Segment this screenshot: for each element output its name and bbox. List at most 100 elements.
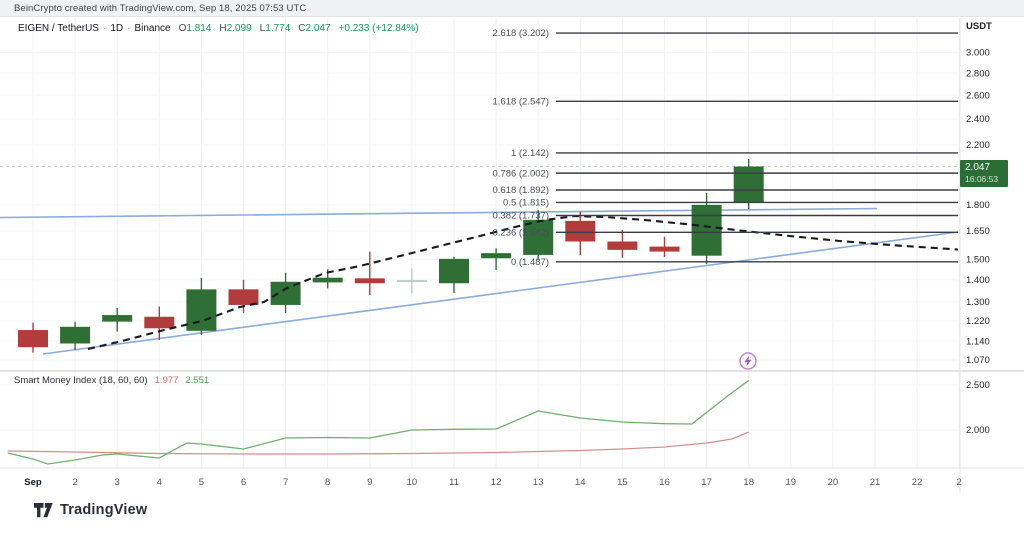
candle-sep-4 xyxy=(144,306,175,341)
date-label-3: 3 xyxy=(115,477,120,488)
candle-body xyxy=(102,315,133,322)
fib-label-0.5: 0.5 (1.815) xyxy=(503,198,549,209)
date-label-7: 7 xyxy=(283,477,288,488)
lightning-marker[interactable] xyxy=(739,352,757,370)
legend-separator: · xyxy=(127,23,131,34)
date-label-4: 4 xyxy=(157,477,162,488)
candle-body xyxy=(691,204,722,256)
low-letter: L xyxy=(259,23,266,34)
candle-sep-13 xyxy=(523,209,554,260)
interval-label[interactable]: 1D xyxy=(110,23,124,34)
date-label-2: 2 xyxy=(72,477,77,488)
smi-legend[interactable]: Smart Money Index (18, 60, 60) 1.977 2.551 xyxy=(14,375,209,386)
smi-red-value: 1.977 xyxy=(154,375,179,386)
candle-body xyxy=(396,280,427,283)
candle-sep-12 xyxy=(481,248,512,270)
date-label-11: 11 xyxy=(449,477,459,488)
fib-label-0.786: 0.786 (2.002) xyxy=(492,168,549,179)
attribution-bar: BeinCrypto created with TradingView.com,… xyxy=(0,0,1024,17)
fib-label-0: 0 (1.487) xyxy=(511,257,549,268)
candle-sep-9 xyxy=(354,251,385,296)
candles-layer xyxy=(18,159,764,353)
candle-sep-14 xyxy=(565,211,596,255)
candle-sep-1 xyxy=(18,322,48,353)
fib-label-1: 1 (2.142) xyxy=(511,148,549,159)
candle-body xyxy=(186,289,217,331)
price-tick-label: 2.600 xyxy=(966,90,990,101)
high-value: 2.099 xyxy=(226,23,252,34)
trendline-lower xyxy=(42,231,959,355)
tradingview-mark-icon xyxy=(34,502,53,517)
close-value: 2.047 xyxy=(305,23,331,34)
smi-green-value: 2.551 xyxy=(185,375,210,386)
change-value: +0.233 (+12.84%) xyxy=(338,23,419,34)
smi-title[interactable]: Smart Money Index (18, 60, 60) xyxy=(14,375,148,386)
high-letter: H xyxy=(219,23,227,34)
candle-body xyxy=(523,219,554,255)
candle-body xyxy=(733,166,764,203)
price-tick-label: 1.220 xyxy=(966,316,990,327)
candle-body xyxy=(18,330,48,348)
lightning-bolt-icon xyxy=(744,355,752,367)
currency-label: USDT xyxy=(966,21,992,32)
candle-sep-18 xyxy=(733,159,764,210)
date-label-Sep: Sep xyxy=(24,477,42,488)
candle-body xyxy=(60,326,91,344)
price-tick-label: 1.400 xyxy=(966,275,990,286)
symbol-legend[interactable]: EIGEN / TetherUS · 1D · Binance O1.814 H2.099 L… xyxy=(18,23,419,34)
date-label-21: 21 xyxy=(870,477,881,488)
date-label-17: 17 xyxy=(701,477,712,488)
attribution-text: BeinCrypto created with TradingView.com,… xyxy=(14,3,307,14)
date-label-9: 9 xyxy=(367,477,372,488)
open-letter: O xyxy=(178,23,187,34)
candle-body xyxy=(144,316,175,329)
date-label-8: 8 xyxy=(325,477,330,488)
open-value: 1.814 xyxy=(186,23,212,34)
candle-sep-6 xyxy=(228,279,259,314)
date-label-10: 10 xyxy=(407,477,418,488)
candle-sep-3 xyxy=(102,307,133,332)
fib-retracement: 2.618 (3.202) 1.618 (2.547) 1 (2.142) 0.786… xyxy=(492,28,958,268)
last-price-value: 2.047 xyxy=(965,162,991,173)
smi-line-green xyxy=(7,379,750,465)
price-tick-label: 2.800 xyxy=(966,68,990,79)
bar-countdown: 16:06:53 xyxy=(965,174,999,184)
tradingview-wordmark: TradingView xyxy=(60,502,148,518)
date-label-6: 6 xyxy=(241,477,246,488)
tradingview-logo[interactable]: TradingView xyxy=(34,502,147,518)
symbol-title[interactable]: EIGEN / TetherUS xyxy=(18,23,99,34)
low-value: 1.774 xyxy=(265,23,291,34)
candle-body xyxy=(481,253,512,259)
price-axis-labels: 3.000 2.800 2.600 2.400 2.200 1.800 1.650 1.500… xyxy=(966,48,990,437)
smi-line-red xyxy=(7,431,749,455)
price-tick-label: 1.650 xyxy=(966,226,990,237)
candle-sep-15 xyxy=(607,229,638,258)
smi-tick-label: 2.000 xyxy=(966,425,990,436)
price-tick-label: 1.140 xyxy=(966,336,990,347)
candle-body xyxy=(270,281,301,305)
price-tick-label: 1.300 xyxy=(966,297,990,308)
price-tick-label: 2.400 xyxy=(966,114,990,125)
fib-label-0.236: 0.236 (1.642) xyxy=(492,227,549,238)
price-tick-label: 1.800 xyxy=(966,200,990,211)
fib-label-2.618: 2.618 (3.202) xyxy=(492,28,549,39)
date-label-16: 16 xyxy=(659,477,670,488)
date-label-14: 14 xyxy=(575,477,586,488)
candle-sep-10 xyxy=(396,268,427,294)
candle-body xyxy=(354,278,385,284)
candle-sep-5 xyxy=(186,277,217,335)
date-label-18: 18 xyxy=(743,477,754,488)
close-letter: C xyxy=(298,23,306,34)
candle-sep-17 xyxy=(691,193,722,265)
fib-label-0.618: 0.618 (1.892) xyxy=(492,185,549,196)
candle-sep-11 xyxy=(439,256,469,293)
price-tick-label: 1.070 xyxy=(966,355,990,366)
date-label-20: 20 xyxy=(828,477,839,488)
date-label-5: 5 xyxy=(199,477,204,488)
candle-body xyxy=(439,258,469,284)
candle-sep-7 xyxy=(270,272,301,314)
exchange-label[interactable]: Binance xyxy=(134,23,171,34)
candle-sep-2 xyxy=(60,321,91,351)
